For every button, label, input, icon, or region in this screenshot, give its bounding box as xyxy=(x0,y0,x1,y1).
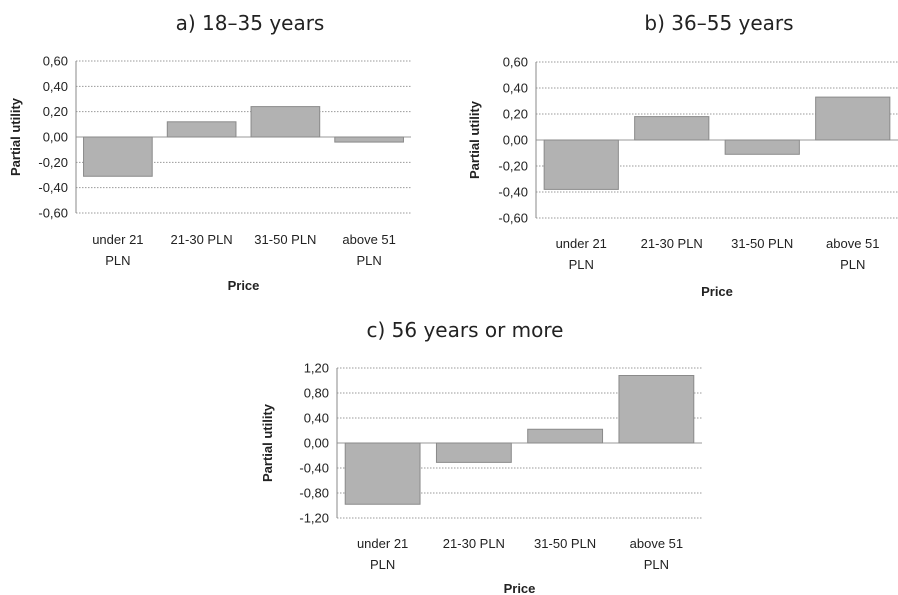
y-tick-label: 0,20 xyxy=(43,104,68,119)
category-label: under 21 PLN xyxy=(556,236,607,272)
bar xyxy=(815,96,891,141)
y-tick-label: -0,40 xyxy=(498,185,528,200)
bar xyxy=(543,139,619,190)
category-label: under 21 PLN xyxy=(92,232,143,268)
bar xyxy=(334,136,404,143)
y-tick-label: -0,60 xyxy=(498,211,528,226)
y-tick-label: -0,40 xyxy=(299,461,329,476)
y-tick-label: -0,80 xyxy=(299,486,329,501)
chart-title: b) 36–55 years xyxy=(644,11,793,35)
y-axis-label: Partial utility xyxy=(260,403,275,482)
y-tick-label: -1,20 xyxy=(299,511,329,526)
y-tick-label: 0,20 xyxy=(503,107,528,122)
bar xyxy=(166,121,237,138)
y-tick-label: -0,20 xyxy=(38,155,68,170)
bar xyxy=(724,139,800,155)
category-label: above 51 PLN xyxy=(342,232,396,268)
category-label: 31-50 PLN xyxy=(534,536,596,551)
bar xyxy=(250,106,321,138)
category-label: above 51 PLN xyxy=(826,236,880,272)
chart-2: c) 56 years or more 1,20 0,80 0,40 0,00 -0,40… xyxy=(260,318,702,595)
y-tick-label: -0,20 xyxy=(498,159,528,174)
y-tick-label: 0,00 xyxy=(503,133,528,148)
x-axis-label: Price xyxy=(228,278,260,293)
y-tick-label: 0,00 xyxy=(43,130,68,145)
category-label: 31-50 PLN xyxy=(254,232,316,247)
bar xyxy=(618,375,695,444)
x-axis-label: Price xyxy=(504,581,536,595)
bar xyxy=(527,428,604,444)
chart-title: a) 18–35 years xyxy=(176,11,325,35)
y-tick-label: 0,60 xyxy=(503,55,528,70)
chart-title: c) 56 years or more xyxy=(367,318,564,342)
bar xyxy=(634,116,710,141)
chart-0: a) 18–35 years 0,60 0,40 0,20 0,00 -0,20 -0,40… xyxy=(8,11,411,293)
bar xyxy=(435,442,512,463)
bar xyxy=(83,136,153,177)
y-tick-label: 0,40 xyxy=(43,79,68,94)
y-axis-label: Partial utility xyxy=(8,97,23,176)
category-label: 31-50 PLN xyxy=(731,236,793,251)
y-tick-label: -0,60 xyxy=(38,206,68,221)
y-tick-label: -0,40 xyxy=(38,180,68,195)
chart-1: b) 36–55 years 0,60 0,40 0,20 0,00 -0,20 -0,40… xyxy=(467,11,898,299)
category-label: 21-30 PLN xyxy=(641,236,703,251)
y-tick-label: 0,40 xyxy=(503,81,528,96)
category-label: above 51 PLN xyxy=(630,536,684,572)
category-label: under 21 PLN xyxy=(357,536,408,572)
y-tick-label: 0,60 xyxy=(43,54,68,69)
bar xyxy=(344,442,421,505)
y-tick-label: 0,40 xyxy=(304,411,329,426)
x-axis-label: Price xyxy=(701,284,733,299)
y-tick-label: 0,80 xyxy=(304,386,329,401)
y-tick-label: 1,20 xyxy=(304,361,329,376)
y-tick-label: 0,00 xyxy=(304,436,329,451)
category-label: 21-30 PLN xyxy=(443,536,505,551)
y-axis-label: Partial utility xyxy=(467,100,482,179)
category-label: 21-30 PLN xyxy=(171,232,233,247)
